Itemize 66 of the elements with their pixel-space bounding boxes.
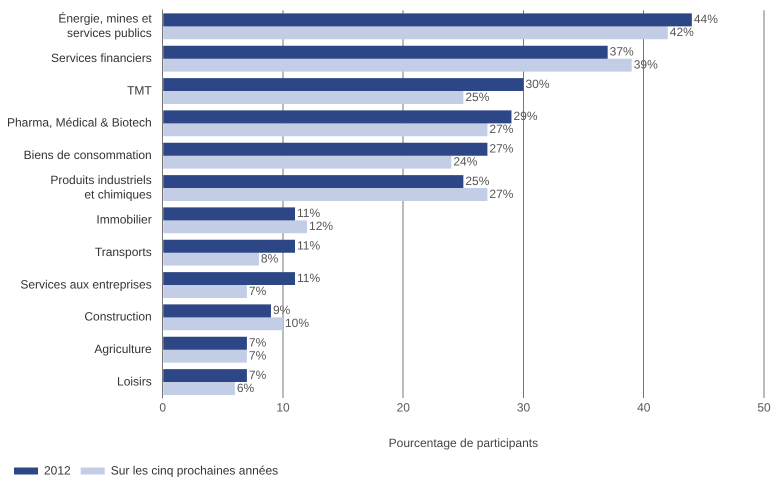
bar <box>163 272 296 286</box>
data-label: 42% <box>670 25 694 40</box>
data-label: 7% <box>248 284 267 298</box>
data-label: 11% <box>297 238 320 253</box>
data-label: 11% <box>297 270 320 285</box>
legend-label: 2012 <box>44 463 72 478</box>
bar <box>163 382 235 395</box>
y-tick-label: Pharma, Médical & Biotech <box>7 116 152 130</box>
data-label: 25% <box>465 90 490 104</box>
y-tick-label: TMT <box>127 83 152 98</box>
data-label: 10% <box>284 316 310 330</box>
data-label: 24% <box>453 154 478 168</box>
bar <box>163 304 271 318</box>
bar <box>163 58 632 72</box>
bar <box>163 46 608 59</box>
y-tick-label: Biens de consommation <box>24 148 152 162</box>
data-label: 44% <box>694 12 718 26</box>
bar <box>163 350 247 363</box>
bar <box>163 188 488 201</box>
bar <box>163 26 668 40</box>
y-tick-label: Produits industriels et chimiques <box>50 173 152 202</box>
y-tick-label: Construction <box>84 310 152 324</box>
data-label: 12% <box>309 219 334 234</box>
data-label: 27% <box>489 142 514 156</box>
bar <box>163 175 464 188</box>
bar <box>163 156 452 169</box>
bar <box>163 110 512 124</box>
y-tick-label: Loisirs <box>117 374 152 388</box>
y-tick-label: Immobilier <box>96 212 152 227</box>
bar <box>163 285 247 298</box>
bar <box>163 252 259 266</box>
bar <box>163 91 464 104</box>
data-label: 25% <box>465 174 490 188</box>
bar <box>163 369 247 382</box>
data-label: 7% <box>248 368 267 382</box>
y-tick-label: Énergie, mines et services publics <box>58 11 152 40</box>
x-tick-label: 40 <box>637 400 651 415</box>
x-tick-label: 50 <box>757 400 771 415</box>
bar <box>163 13 692 26</box>
bar <box>163 142 488 156</box>
bar <box>163 207 296 220</box>
y-tick-label: Services aux entreprises <box>20 277 152 292</box>
y-tick-label: Transports <box>94 245 152 260</box>
legend-label: Sur les cinq prochaines années <box>110 463 278 478</box>
bar <box>163 336 247 350</box>
x-axis-title: Pourcentage de participants <box>388 436 538 450</box>
data-label: 7% <box>248 348 267 362</box>
bar <box>163 220 308 234</box>
bar <box>163 123 488 136</box>
y-tick-label: Services financiers <box>51 51 152 66</box>
data-label: 37% <box>610 44 634 59</box>
data-label: 6% <box>236 380 255 395</box>
y-tick-label: Agriculture <box>94 342 152 356</box>
bar <box>163 240 296 253</box>
data-label: 27% <box>489 122 514 136</box>
data-label: 7% <box>248 336 267 350</box>
x-tick-label: 0 <box>159 400 166 415</box>
x-tick-label: 10 <box>276 400 290 415</box>
data-label: 30% <box>525 76 550 91</box>
data-label: 8% <box>260 251 279 266</box>
bar <box>163 317 283 330</box>
bar <box>163 78 524 92</box>
data-label: 11% <box>297 206 320 220</box>
x-tick-label: 30 <box>516 400 530 415</box>
x-tick-label: 20 <box>396 400 410 415</box>
data-label: 27% <box>489 186 514 201</box>
